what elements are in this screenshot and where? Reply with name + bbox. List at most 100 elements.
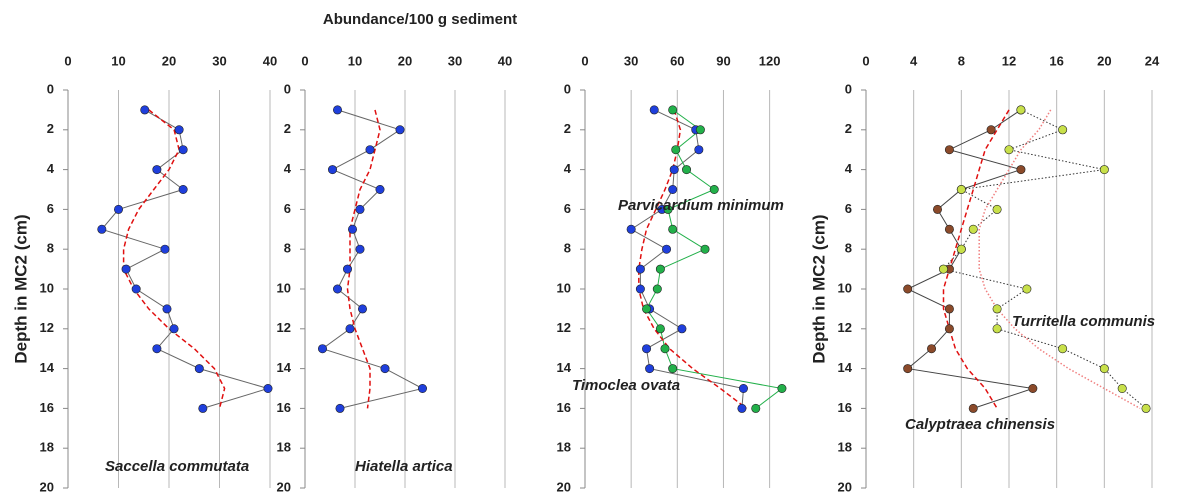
series-line [942,109,1010,409]
x-tick-label: 8 [958,53,965,68]
data-point [944,324,954,334]
data-point [395,125,405,135]
data-point [700,244,710,254]
y-tick-label: 12 [838,320,852,335]
data-point [1099,165,1109,175]
annotation: Calyptraea chinensis [905,416,1055,433]
y-tick-label: 6 [47,201,54,216]
data-point [380,364,390,374]
y-tick-label: 8 [845,241,852,256]
data-point [345,324,355,334]
y-tick-label: 14 [40,360,55,375]
y-tick-label: 0 [47,81,54,96]
data-point [944,224,954,234]
data-point [317,344,327,354]
y-tick-label: 18 [557,440,571,455]
y-tick-label: 10 [557,280,571,295]
x-tick-label: 10 [111,53,125,68]
data-point [365,145,375,155]
y-tick-label: 6 [845,201,852,216]
series-line [122,109,226,409]
data-point [1099,364,1109,374]
data-point [668,105,678,115]
series-line [906,109,1033,409]
series-line [978,109,1141,410]
x-tick-label: 20 [398,53,412,68]
y-tick-label: 10 [838,280,852,295]
data-point [968,224,978,234]
x-tick-label: 40 [263,53,277,68]
x-tick-label: 0 [862,53,869,68]
data-point [968,403,978,413]
x-tick-label: 20 [162,53,176,68]
data-point [626,224,636,234]
y-tick-label: 2 [845,121,852,136]
x-tick-label: 40 [498,53,512,68]
data-point [1117,383,1127,393]
data-point [642,304,652,314]
x-tick-label: 10 [348,53,362,68]
data-point [342,264,352,274]
y-tick-label: 16 [277,400,291,415]
data-point [263,383,273,393]
data-point [355,244,365,254]
data-point [327,165,337,175]
data-point [944,304,954,314]
y-tick-label: 0 [564,81,571,96]
data-point [992,324,1002,334]
data-point [1016,105,1026,115]
y-tick-label: 16 [838,400,852,415]
data-point [174,125,184,135]
data-point [668,224,678,234]
x-tick-label: 4 [910,53,918,68]
data-point [668,364,678,374]
series-line [630,109,745,409]
data-point [660,344,670,354]
y-tick-label: 20 [838,479,852,494]
x-tick-label: 0 [64,53,71,68]
data-point [645,364,655,374]
y-tick-label: 4 [564,161,572,176]
x-tick-label: 30 [448,53,462,68]
data-point [903,284,913,294]
data-point [751,403,761,413]
data-point [1141,403,1151,413]
y-tick-label: 14 [557,360,572,375]
data-point [669,165,679,175]
y-tick-label: 2 [564,121,571,136]
data-point [1058,125,1068,135]
data-point [152,344,162,354]
data-point [1058,344,1068,354]
data-point [114,204,124,214]
x-tick-label: 12 [1002,53,1016,68]
data-point [97,224,107,234]
data-point [375,185,385,195]
y-axis-label: Depth in MC2 (cm) [11,214,30,363]
data-point [777,383,787,393]
data-point [668,185,678,195]
data-point [178,145,188,155]
data-point [121,264,131,274]
y-tick-label: 20 [277,479,291,494]
data-point [662,244,672,254]
data-point [655,324,665,334]
y-tick-label: 8 [284,241,291,256]
y-tick-label: 2 [47,121,54,136]
y-tick-label: 16 [40,400,54,415]
x-tick-label: 16 [1049,53,1063,68]
data-point [635,284,645,294]
data-point [417,383,427,393]
data-point [1028,383,1038,393]
data-point [140,105,150,115]
y-tick-label: 12 [277,320,291,335]
data-point [160,244,170,254]
y-tick-label: 14 [277,360,292,375]
y-tick-label: 10 [277,280,291,295]
x-tick-label: 120 [759,53,781,68]
data-point [671,145,681,155]
annotation: Timoclea ovata [572,377,680,394]
data-point [738,383,748,393]
data-point [992,304,1002,314]
data-point [335,403,345,413]
y-tick-label: 18 [40,440,54,455]
